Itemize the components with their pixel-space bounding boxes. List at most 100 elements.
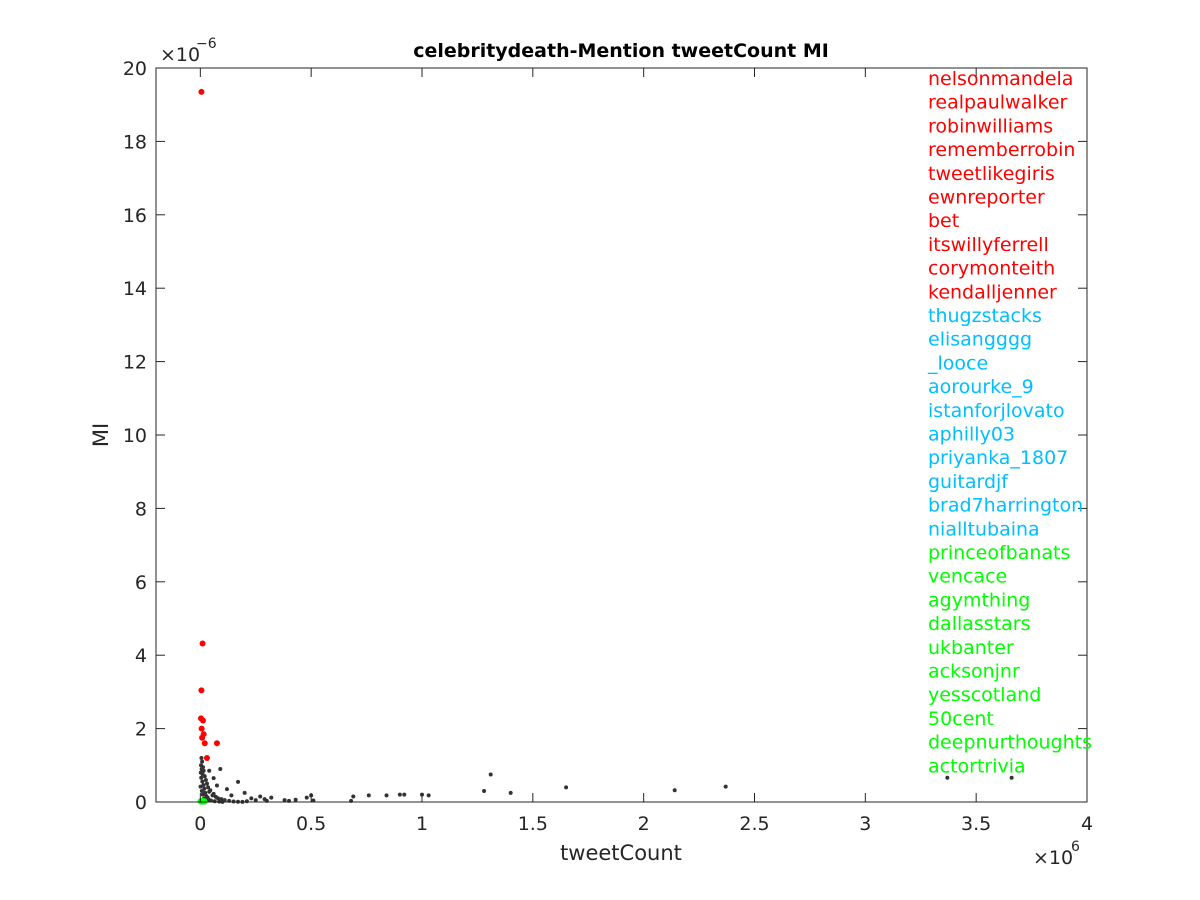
data-point-gray bbox=[672, 788, 677, 793]
annotation-label: brad7harrington bbox=[928, 495, 1083, 517]
data-point-gray bbox=[384, 793, 389, 798]
x-tick-label: 3 bbox=[859, 813, 871, 835]
annotation-label: elisangggg bbox=[928, 329, 1032, 351]
data-point-gray bbox=[258, 794, 263, 799]
annotation-label: nialltubaina bbox=[928, 518, 1040, 540]
x-tick-label: 0.5 bbox=[296, 813, 326, 835]
annotation-label: princeofbanats bbox=[928, 542, 1070, 564]
data-point-red bbox=[213, 740, 220, 747]
y-exponent-base: ×10 bbox=[160, 44, 200, 66]
ticks-layer: 0 0.5 1 1.5 2 2.5 3 3.5 4 0 2 4 6 8 10 12 14 16 18 20 bbox=[123, 58, 1093, 835]
annotation-label: kendalljenner bbox=[928, 281, 1057, 303]
data-point-gray bbox=[282, 798, 287, 803]
data-point-gray bbox=[253, 798, 258, 803]
y-axis-label: MI bbox=[89, 423, 113, 447]
data-point-gray bbox=[203, 777, 208, 782]
x-tick-label: 2.5 bbox=[739, 813, 769, 835]
annotation-label: nelsonmandela bbox=[928, 68, 1073, 90]
data-point-gray bbox=[229, 793, 234, 798]
x-tick-label: 1 bbox=[416, 813, 428, 835]
annotation-label: corymonteith bbox=[928, 258, 1055, 280]
data-point-gray bbox=[564, 785, 569, 790]
y-tick-label: 12 bbox=[123, 352, 147, 374]
y-tick-label: 0 bbox=[135, 792, 147, 814]
annotation-label: istanforjlovato bbox=[928, 400, 1065, 422]
data-point-red bbox=[198, 725, 205, 732]
data-point-gray bbox=[200, 779, 205, 784]
data-point-gray bbox=[199, 788, 204, 793]
data-point-gray bbox=[224, 787, 229, 792]
annotation-label: yesscotland bbox=[928, 684, 1041, 706]
y-tick-label: 8 bbox=[135, 498, 147, 520]
y-tick-label: 10 bbox=[123, 425, 147, 447]
annotation-label: actortrivia bbox=[928, 755, 1026, 777]
x-axis-label: tweetCount bbox=[560, 841, 682, 865]
x-tick-label: 4 bbox=[1081, 813, 1093, 835]
data-point-gray bbox=[488, 772, 493, 777]
data-point-gray bbox=[214, 783, 219, 788]
y-tick-label: 6 bbox=[135, 572, 147, 594]
y-exponent-power: −6 bbox=[196, 36, 217, 52]
data-point-gray bbox=[426, 793, 431, 798]
annotation-label: itswillyferrell bbox=[928, 234, 1049, 256]
data-point-gray bbox=[244, 799, 249, 804]
data-point-gray bbox=[397, 792, 402, 797]
data-point-gray bbox=[201, 768, 206, 773]
annotation-label: robinwilliams bbox=[928, 115, 1053, 137]
y-tick-label: 4 bbox=[135, 645, 147, 667]
data-point-red bbox=[199, 640, 206, 647]
x-exponent-base: ×10 bbox=[1033, 847, 1073, 869]
x-tick-label: 1.5 bbox=[518, 813, 548, 835]
data-point-gray bbox=[508, 790, 513, 795]
annotation-label: 50cent bbox=[928, 708, 994, 730]
data-point-gray bbox=[199, 775, 204, 780]
annotation-label: deepnurthoughts bbox=[928, 732, 1092, 754]
annotation-label: aorourke_9 bbox=[928, 376, 1034, 398]
data-point-gray bbox=[204, 781, 209, 786]
data-point-gray bbox=[210, 793, 215, 798]
annotation-label: vencace bbox=[928, 566, 1007, 588]
data-point-gray bbox=[198, 784, 203, 789]
annotation-label: thugzstacks bbox=[928, 305, 1042, 327]
data-point-gray bbox=[293, 797, 298, 802]
data-point-gray bbox=[207, 789, 212, 794]
data-point-gray bbox=[402, 792, 407, 797]
data-point-gray bbox=[216, 796, 221, 801]
data-point-gray bbox=[482, 788, 487, 793]
data-point-gray bbox=[199, 755, 204, 760]
data-point-gray bbox=[231, 799, 236, 804]
data-point-red bbox=[199, 717, 206, 724]
data-point-gray bbox=[207, 768, 212, 773]
data-point-gray bbox=[236, 779, 241, 784]
annotation-label: acksonjnr bbox=[928, 661, 1020, 683]
y-tick-label: 16 bbox=[123, 205, 147, 227]
data-point-gray bbox=[200, 792, 205, 797]
plot-background bbox=[156, 68, 1087, 802]
data-point-gray bbox=[212, 799, 217, 804]
annotation-label: aphilly03 bbox=[928, 424, 1015, 446]
data-point-gray bbox=[269, 795, 274, 800]
annotation-label: ukbanter bbox=[928, 637, 1014, 659]
data-point-red bbox=[203, 754, 210, 761]
data-point-red bbox=[201, 740, 208, 747]
annotation-label: rememberrobin bbox=[928, 139, 1075, 161]
annotation-label: priyanka_1807 bbox=[928, 447, 1068, 469]
data-point-gray bbox=[304, 795, 309, 800]
points-layer bbox=[197, 88, 1014, 805]
y-tick-label: 2 bbox=[135, 719, 147, 741]
data-point-gray bbox=[211, 776, 216, 781]
chart-title: celebritydeath-Mention tweetCount MI bbox=[413, 40, 829, 62]
annotation-label: dallasstars bbox=[928, 613, 1031, 635]
y-tick-label: 14 bbox=[123, 278, 147, 300]
data-point-gray bbox=[218, 766, 223, 771]
data-point-gray bbox=[200, 759, 205, 764]
data-point-gray bbox=[249, 796, 254, 801]
annotation-label: realpaulwalker bbox=[928, 92, 1068, 114]
annotations-layer: nelsonmandelarealpaulwalkerrobinwilliams… bbox=[927, 68, 1092, 777]
x-tick-label: 0 bbox=[194, 813, 206, 835]
data-point-gray bbox=[945, 775, 950, 780]
x-tick-label: 3.5 bbox=[961, 813, 991, 835]
data-point-gray bbox=[351, 794, 356, 799]
data-point-gray bbox=[202, 774, 207, 779]
